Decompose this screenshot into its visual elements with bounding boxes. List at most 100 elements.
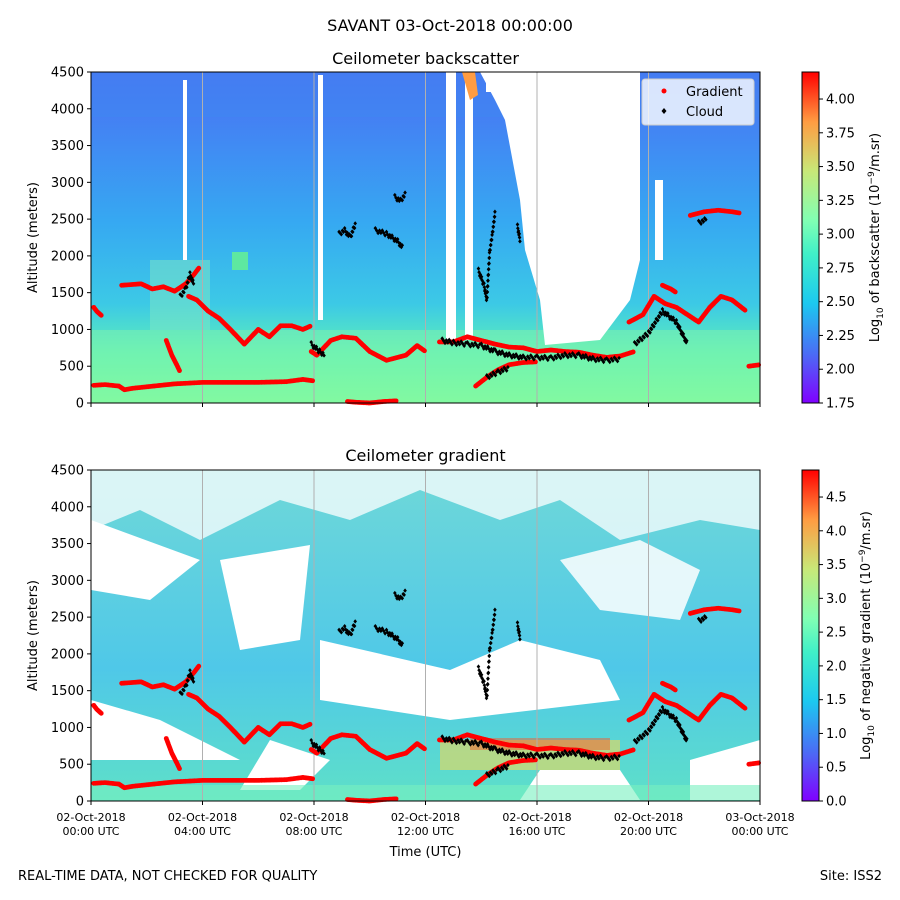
cloud-mark	[514, 352, 518, 357]
cloud-mark	[389, 633, 393, 638]
backscatter-colorbar-tick-label: 2.25	[826, 329, 855, 344]
cloud-mark	[551, 357, 556, 362]
cloud-mark	[681, 729, 686, 735]
cloud-mark	[403, 190, 407, 195]
gradient-y-tick-label: 3500	[51, 537, 84, 552]
cloud-mark	[597, 358, 601, 363]
cloud-mark	[454, 740, 459, 746]
cloud-mark	[399, 244, 404, 250]
cloud-mark	[485, 681, 490, 687]
cloud-mark	[510, 355, 514, 360]
cloud-mark	[498, 749, 503, 755]
cloud-mark	[403, 588, 407, 593]
cloud-mark	[611, 756, 615, 761]
cloud-mark	[535, 751, 539, 756]
cloud-mark	[191, 679, 196, 684]
cloud-mark	[489, 640, 493, 646]
backscatter-colorbar-label: Log10 of backscatter (10−9/m.sr)	[867, 133, 886, 342]
gradient-mark	[98, 312, 104, 318]
cloud-mark	[518, 239, 522, 244]
gradient-mark	[177, 368, 182, 374]
cloud-mark	[322, 353, 326, 358]
cloud-mark	[346, 631, 351, 637]
cloud-mark	[488, 372, 493, 377]
cloud-mark	[494, 767, 499, 772]
gradient-colorbar-tick-label: 1.5	[826, 693, 847, 708]
cloud-mark	[446, 738, 450, 743]
cloud-mark	[477, 668, 481, 673]
cloud-mark	[486, 676, 490, 681]
cloud-mark	[566, 752, 570, 758]
cloud-mark	[641, 732, 645, 737]
cloud-mark	[506, 762, 510, 768]
cloud-mark	[604, 754, 609, 759]
cloud-mark	[499, 765, 504, 770]
cloud-mark	[385, 232, 390, 237]
cloud-mark	[504, 749, 509, 754]
cloud-mark	[502, 365, 506, 370]
cloud-mark	[517, 235, 522, 240]
cloud-mark	[340, 626, 345, 631]
cloud-mark	[640, 338, 644, 343]
cloud-mark	[477, 270, 481, 275]
cloud-mark	[660, 306, 665, 312]
cloud-mark	[492, 219, 496, 224]
cloud-mark	[487, 773, 492, 779]
cloud-mark	[637, 339, 641, 344]
cloud-mark	[460, 341, 465, 346]
cloud-mark	[345, 628, 350, 634]
cloud-mark	[486, 266, 491, 272]
cloud-mark	[396, 196, 400, 201]
cloud-mark	[309, 737, 314, 743]
backscatter-colorbar-tick-label: 3.25	[826, 194, 855, 209]
cloud-mark	[491, 768, 495, 773]
cloud-mark	[660, 704, 665, 710]
legend-box	[641, 78, 755, 126]
cloud-mark	[487, 653, 492, 658]
cloud-mark	[502, 763, 506, 768]
cloud-mark	[485, 742, 490, 747]
cloud-mark	[490, 630, 494, 636]
cloud-mark	[645, 731, 650, 737]
backscatter-colorbar-tick-label: 2.75	[826, 261, 855, 276]
gradient-mark	[630, 747, 636, 753]
gradient-mark	[98, 710, 104, 716]
cloud-mark	[477, 342, 482, 347]
cloud-mark	[459, 737, 463, 742]
cloud-mark	[497, 747, 502, 752]
cloud-mark	[510, 753, 514, 758]
backscatter-colorbar-tick-label: 3.75	[826, 126, 855, 141]
cloud-mark	[538, 755, 542, 760]
cloud-mark	[566, 354, 570, 360]
gradient-x-label: Time (UTC)	[389, 845, 462, 860]
gradient-x-tick-label: 03-Oct-2018 00:00 UTC	[725, 811, 794, 838]
backscatter-y-tick-label: 4500	[51, 66, 84, 81]
cloud-mark	[541, 754, 545, 759]
cloud-mark	[524, 755, 528, 760]
gradient-mark	[422, 348, 427, 354]
cloud-mark	[546, 357, 550, 363]
cloud-mark	[652, 722, 656, 727]
cloud-mark	[500, 747, 504, 752]
cloud-mark	[674, 317, 679, 323]
gradient-mark	[393, 398, 399, 404]
cloud-mark	[393, 192, 397, 198]
cloud-mark	[549, 353, 553, 359]
cloud-mark	[376, 628, 380, 634]
cloud-mark	[519, 753, 524, 759]
gradient-mark	[393, 796, 399, 802]
cloud-mark	[392, 636, 397, 642]
gradient-colorbar	[801, 469, 820, 802]
cloud-mark	[649, 327, 654, 332]
cloud-mark	[497, 767, 502, 772]
cloud-mark	[577, 350, 581, 356]
cloud-mark	[350, 229, 355, 235]
cloud-mark	[180, 691, 184, 697]
cloud-mark	[516, 624, 520, 629]
gradient-mark	[307, 721, 313, 727]
cloud-mark	[313, 346, 318, 352]
cloud-mark	[188, 668, 192, 673]
cloud-mark	[490, 232, 494, 238]
cloud-mark	[393, 236, 398, 241]
